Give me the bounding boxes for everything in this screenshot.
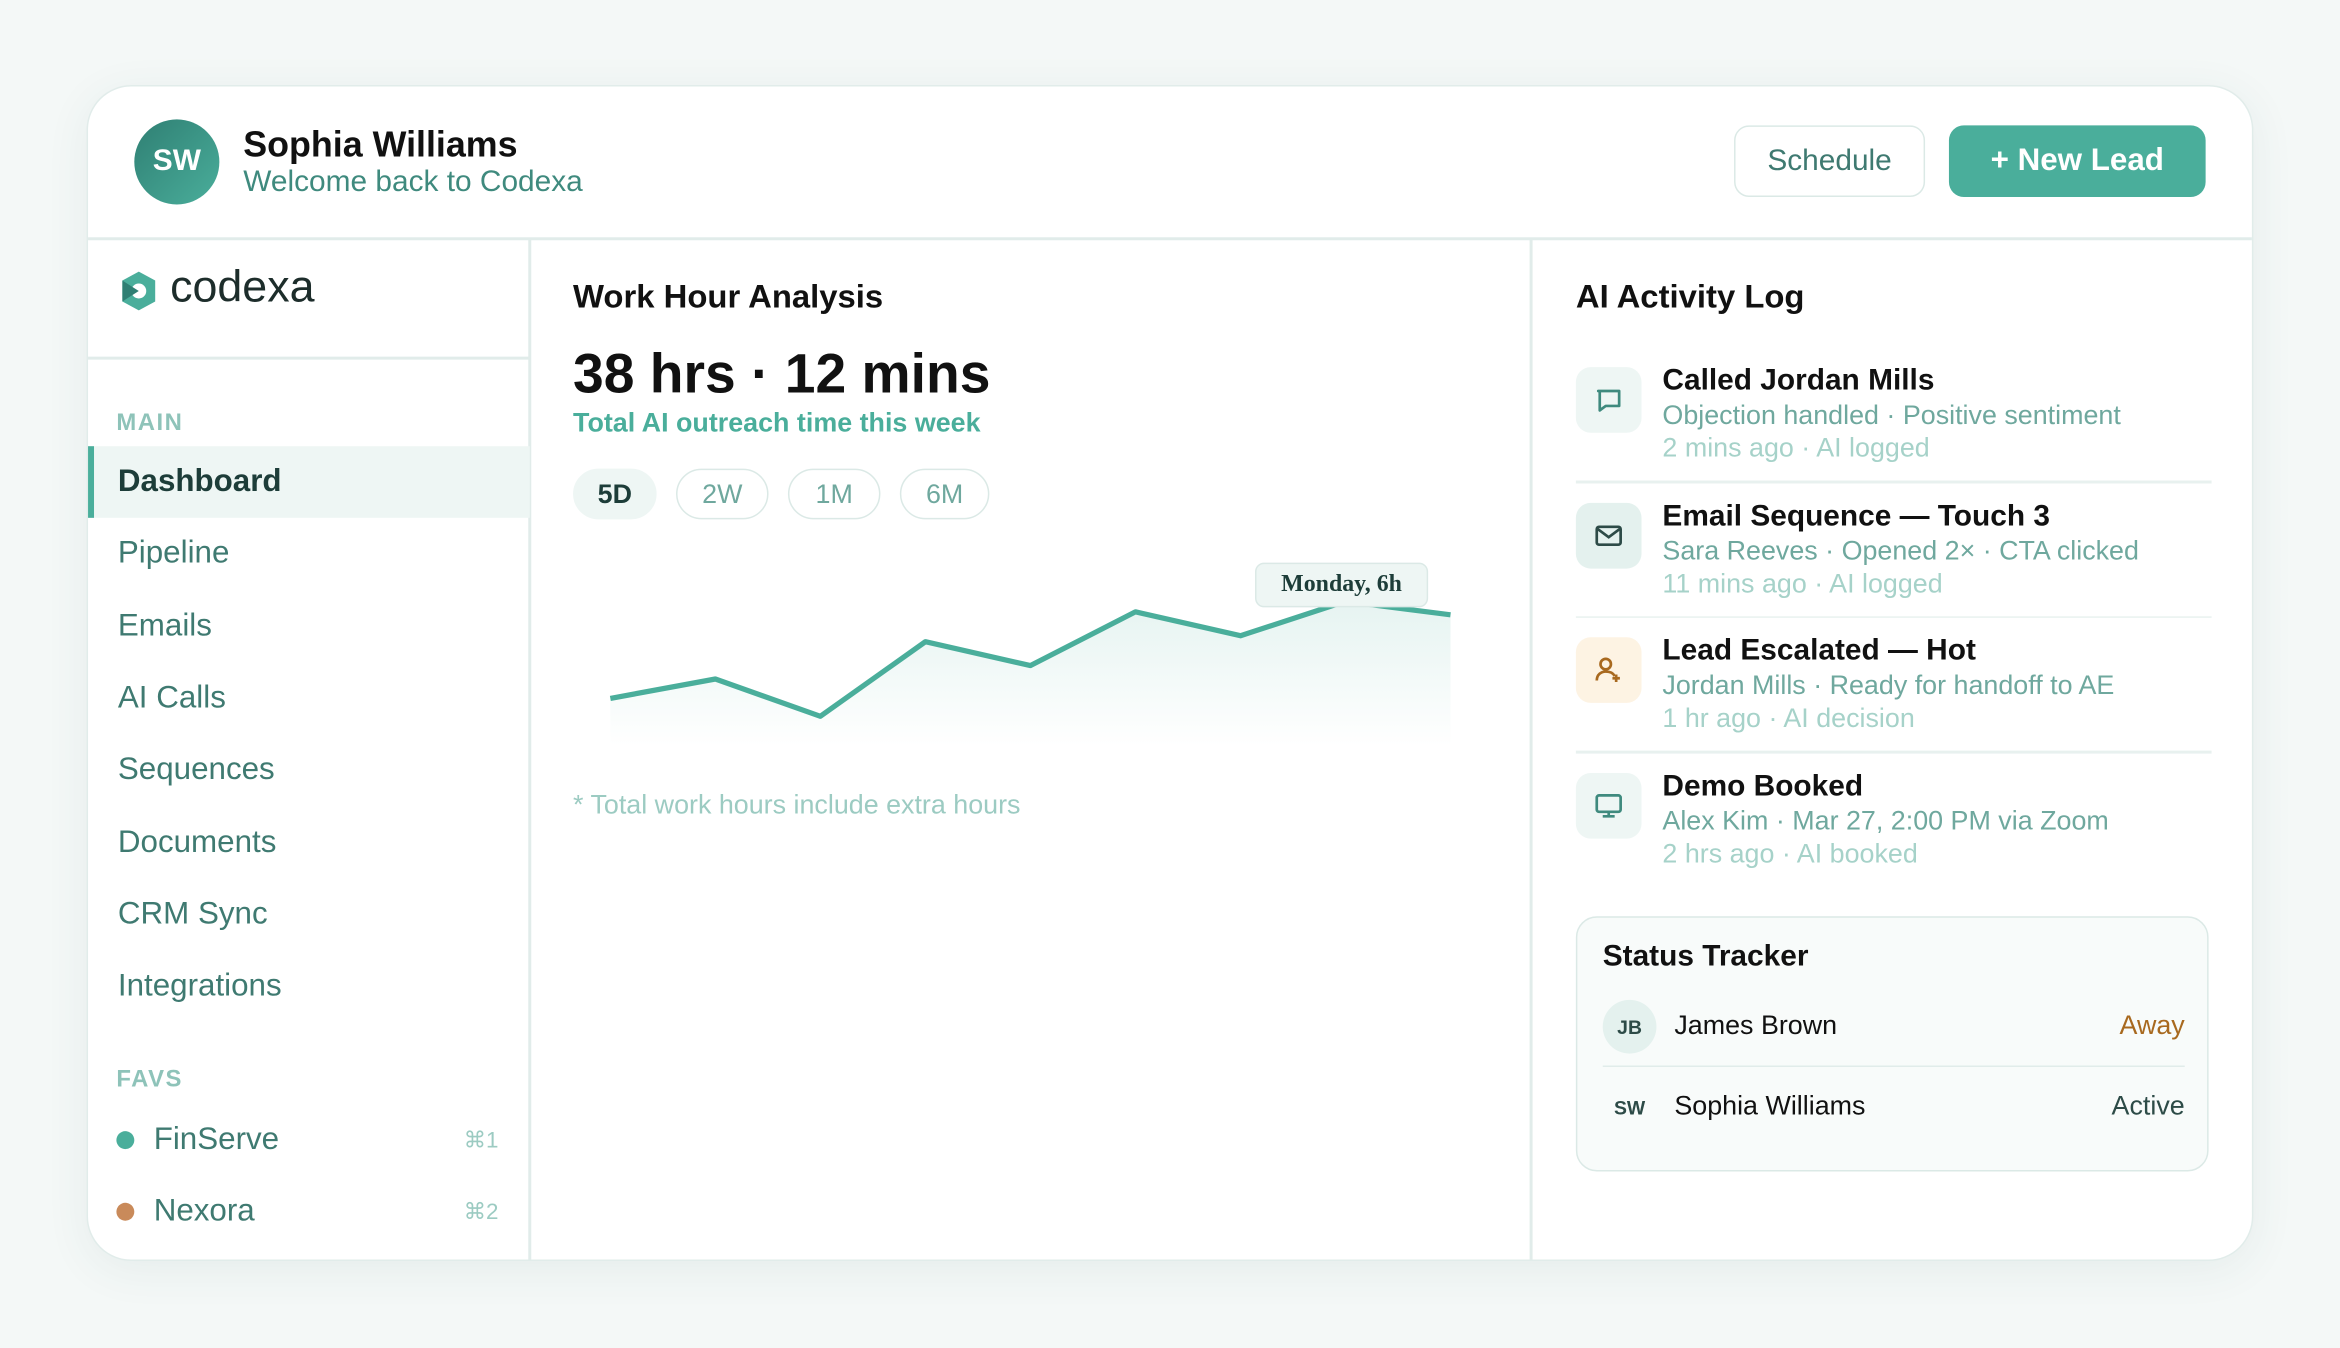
divider	[88, 356, 530, 359]
divider	[1575, 750, 2212, 753]
nav-item[interactable]: Sequences	[117, 752, 275, 787]
activity-icon	[1575, 502, 1642, 568]
total-caption: Total AI outreach time this week	[573, 407, 981, 438]
divider	[88, 237, 2252, 240]
activity-detail: Sara Reeves · Opened 2× · CTA clicked	[1662, 534, 2139, 565]
fav-dot	[116, 1131, 135, 1150]
activity-title: Lead Escalated — Hot	[1662, 634, 1976, 668]
range-tab[interactable]: 2W	[676, 468, 769, 520]
activity-meta: 11 mins ago · AI logged	[1662, 567, 1943, 598]
nav-item[interactable]: Documents	[117, 824, 277, 859]
nav-item[interactable]: Emails	[117, 608, 212, 643]
divider	[1602, 1065, 2185, 1067]
person-initials: SW	[1613, 1096, 1646, 1119]
divider	[1529, 238, 1532, 1260]
nav-item[interactable]: Integrations	[117, 968, 282, 1003]
divider	[1575, 480, 2212, 483]
welcome: Welcome back to Codexa	[243, 165, 583, 199]
nav-item[interactable]: Pipeline	[117, 536, 230, 571]
person-status: Away	[2119, 1010, 2185, 1041]
activity-title: Demo Booked	[1662, 769, 1864, 803]
nav-item[interactable]: Dashboard	[88, 446, 530, 518]
person-name: Sophia Williams	[1674, 1090, 1866, 1121]
icon-glyph	[1595, 524, 1622, 546]
icon-glyph	[1595, 657, 1620, 682]
range-tab[interactable]: 5D	[573, 468, 657, 520]
activity-meta: 2 hrs ago · AI booked	[1662, 837, 1918, 868]
status-tracker	[1575, 916, 2209, 1172]
person-name: James Brown	[1674, 1010, 1838, 1041]
divider	[1575, 615, 2212, 618]
work-chart	[609, 598, 1451, 747]
chart-line	[609, 598, 1451, 719]
section-label: MAIN	[116, 410, 184, 436]
fav-dot	[116, 1202, 135, 1221]
activity-icon	[1575, 367, 1642, 433]
new-lead-button[interactable]: + New Lead	[1948, 125, 2206, 197]
avatar: SW	[134, 119, 220, 205]
nav-item[interactable]: CRM Sync	[117, 896, 268, 931]
chart-tooltip: Monday, 6h	[1255, 562, 1429, 608]
panel-title: AI Activity Log	[1575, 277, 1805, 315]
panel-title: Work Hour Analysis	[573, 277, 884, 315]
activity-title: Called Jordan Mills	[1662, 364, 1935, 397]
activity-title: Email Sequence — Touch 3	[1662, 499, 2050, 533]
activity-meta: 2 mins ago · AI logged	[1662, 432, 1930, 463]
activity-detail: Jordan Mills · Ready for handoff to AE	[1662, 670, 2115, 700]
icon-glyph	[1596, 389, 1621, 412]
range-tab[interactable]: 1M	[787, 468, 881, 520]
schedule-button[interactable]: Schedule	[1734, 125, 1926, 197]
chart-area	[610, 601, 1451, 747]
activity-detail: Objection handled · Positive sentiment	[1662, 399, 2121, 430]
person-status: Active	[2111, 1090, 2185, 1121]
chart-note: * Total work hours include extra hours	[573, 789, 1021, 820]
fav-name[interactable]: Nexora	[153, 1193, 255, 1229]
icon-glyph	[1595, 793, 1622, 817]
nav-item[interactable]: AI Calls	[117, 680, 226, 715]
activity-icon	[1575, 772, 1642, 838]
activity-icon	[1575, 637, 1642, 703]
fav-shortcut: ⌘2	[463, 1199, 499, 1226]
user-name: Sophia Williams	[243, 125, 518, 166]
range-tab[interactable]: 6M	[899, 468, 990, 520]
divider	[528, 238, 531, 1260]
logo-text: codexa	[170, 262, 315, 312]
logo-mark	[122, 271, 156, 311]
activity-detail: Alex Kim · Mar 27, 2:00 PM via Zoom	[1662, 805, 2109, 835]
fav-shortcut: ⌘1	[463, 1128, 499, 1154]
person-initials: JB	[1602, 999, 1657, 1054]
tracker-title: Status Tracker	[1602, 940, 1809, 973]
activity-meta: 1 hr ago · AI decision	[1662, 702, 1915, 733]
total-hours: 38 hrs · 12 mins	[573, 343, 991, 405]
section-label: FAVS	[116, 1066, 183, 1093]
fav-name[interactable]: FinServe	[153, 1122, 280, 1157]
